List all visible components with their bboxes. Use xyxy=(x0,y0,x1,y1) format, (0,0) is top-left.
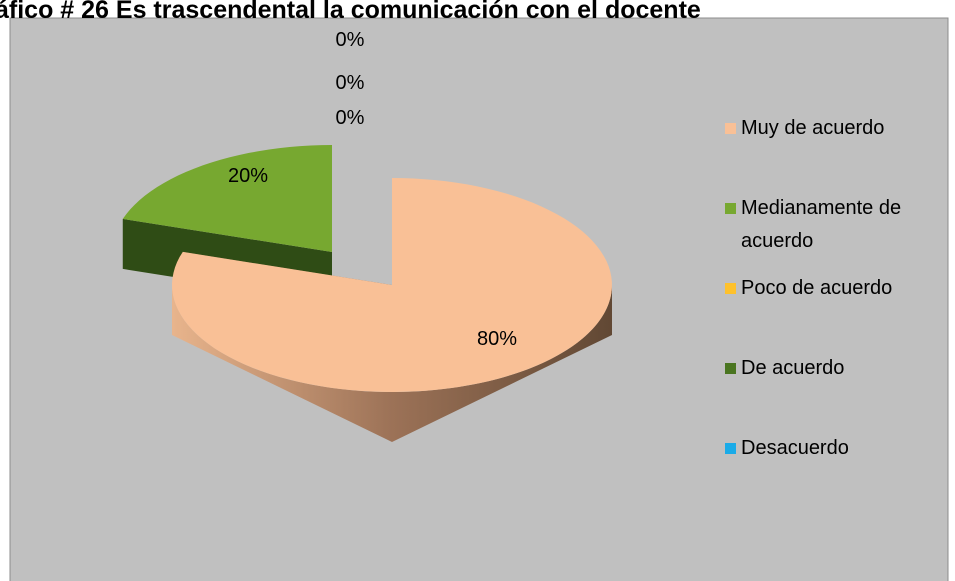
legend-label: Desacuerdo xyxy=(741,437,849,459)
legend-swatch xyxy=(725,203,736,214)
chart-title: áfico # 26 Es trascendental la comunicac… xyxy=(0,0,701,24)
slice-side xyxy=(172,285,612,442)
legend-swatch xyxy=(725,363,736,374)
data-label: 0% xyxy=(336,29,365,51)
legend-item: Desacuerdo xyxy=(725,432,950,465)
legend: Muy de acuerdo Medianamente de acuerdo Poc… xyxy=(725,112,950,512)
legend-item: Muy de acuerdo xyxy=(725,112,950,145)
legend-swatch xyxy=(725,443,736,454)
legend-label: De acuerdo xyxy=(741,357,845,379)
legend-label: Muy de acuerdo xyxy=(741,117,885,139)
legend-item: De acuerdo xyxy=(725,352,950,385)
data-label: 20% xyxy=(228,165,268,187)
legend-item: Poco de acuerdo xyxy=(725,272,950,305)
data-label: 0% xyxy=(336,72,365,94)
pie-slice xyxy=(172,178,612,392)
legend-label: Medianamente de acuerdo xyxy=(741,197,902,252)
legend-swatch xyxy=(725,283,736,294)
legend-swatch xyxy=(725,123,736,134)
pie-slice xyxy=(122,145,332,252)
data-label: 80% xyxy=(477,328,517,350)
legend-item: Medianamente de acuerdo xyxy=(725,192,950,258)
data-label: 0% xyxy=(336,107,365,129)
legend-label: Poco de acuerdo xyxy=(741,277,893,299)
